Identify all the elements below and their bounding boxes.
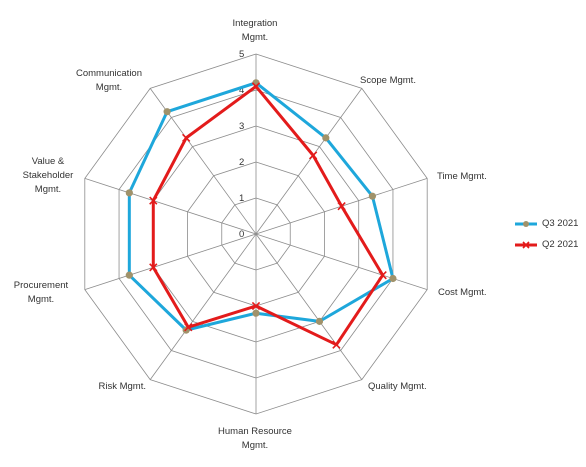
radar-spoke <box>149 233 257 380</box>
category-label-scope: Scope Mgmt. <box>360 75 416 86</box>
data-point-q2 <box>149 196 158 205</box>
radar-spoke <box>84 177 257 235</box>
category-label-value-stakeholder: Value & Stakeholder Mgmt. <box>22 156 74 195</box>
data-point-q3 <box>125 271 133 279</box>
radial-tick-label: 0 <box>239 229 244 240</box>
category-label-communication: Communication Mgmt. <box>76 68 142 93</box>
legend-label-q3: Q3 2021 <box>542 218 579 229</box>
data-point-q2 <box>332 340 341 349</box>
radial-tick-label: 2 <box>239 157 244 168</box>
data-point-q2 <box>337 202 346 211</box>
data-point-q2 <box>308 151 318 160</box>
data-point-q3 <box>125 189 133 197</box>
legend-label-q2: Q2 2021 <box>542 239 579 250</box>
data-point-q2 <box>149 263 158 272</box>
category-label-cost: Cost Mgmt. <box>438 287 487 298</box>
category-label-integration: Integration Mgmt. <box>232 18 278 43</box>
data-point-q3 <box>389 274 397 283</box>
legend-item-q2: Q2 2021 <box>514 234 578 255</box>
category-label-time: Time Mgmt. <box>437 171 487 182</box>
category-label-risk: Risk Mgmt. <box>98 381 147 392</box>
data-point-q2 <box>251 82 261 91</box>
radar-gridline <box>84 53 428 415</box>
legend-swatch-q2 <box>515 240 537 249</box>
data-point-q3 <box>322 134 330 142</box>
data-point-q3 <box>252 309 260 317</box>
data-point-q2 <box>182 133 191 143</box>
data-point-q2 <box>251 301 261 311</box>
radar-spoke <box>255 233 428 291</box>
radial-tick-label: 5 <box>239 49 244 60</box>
legend-swatch-q3 <box>515 220 537 227</box>
radar-spoke <box>255 88 363 235</box>
data-point-q3 <box>163 108 171 116</box>
radar-gridline <box>118 89 394 379</box>
data-point-q3 <box>315 317 324 325</box>
radar-gridline <box>152 125 360 343</box>
radar-gridline <box>221 197 291 271</box>
radial-tick-label: 3 <box>239 121 244 132</box>
data-point-q2 <box>378 270 387 280</box>
radar-spoke <box>84 233 257 291</box>
legend-item-q3: Q3 2021 <box>514 213 578 234</box>
legend: Q3 2021 Q2 2021 <box>514 213 578 255</box>
radial-tick-label: 1 <box>239 193 244 204</box>
category-label-human-resource: Human Resource Mgmt. <box>218 426 292 451</box>
data-point-q3 <box>368 192 377 200</box>
radar-spoke <box>255 233 363 380</box>
category-label-procurement: Procurement Mgmt. <box>13 280 69 305</box>
category-label-quality: Quality Mgmt. <box>368 381 427 392</box>
data-point-q2 <box>184 323 193 332</box>
radial-tick-label: 4 <box>239 85 244 96</box>
